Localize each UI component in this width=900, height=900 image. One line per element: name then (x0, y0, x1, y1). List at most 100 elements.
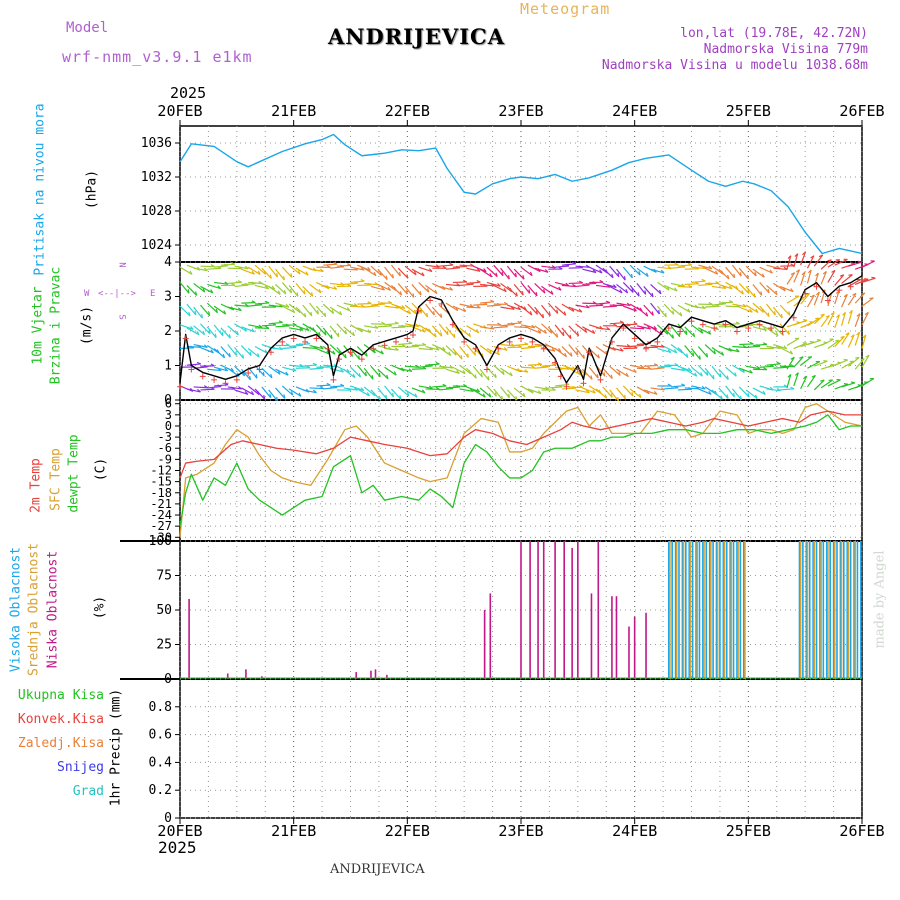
wind-vector (718, 387, 729, 399)
wind-vector (786, 272, 796, 285)
wind-vector-head (224, 367, 229, 372)
wind-vector (595, 388, 607, 399)
wind-vector (186, 327, 200, 336)
wind-vector-head (290, 288, 293, 294)
wind-vector (350, 305, 365, 308)
wind-vector (336, 304, 350, 312)
wind-vector-head (647, 366, 652, 370)
wind-vector (513, 387, 526, 398)
wind-vector (397, 386, 410, 397)
wind-vector (343, 282, 358, 286)
wind-vector-head (346, 368, 350, 373)
wind-vector (575, 389, 590, 394)
wind-vector-head (660, 387, 665, 391)
wind-vector-head (373, 349, 376, 354)
wind-vector (677, 347, 689, 358)
wind-vector-head (647, 325, 651, 330)
product-title: Meteogram (520, 0, 611, 18)
wind-vector (268, 285, 281, 295)
wind-vector (568, 344, 579, 356)
wind-vector (745, 365, 760, 370)
wind-vector (486, 366, 497, 379)
wind-vector-head (739, 272, 742, 277)
wind-vector (534, 386, 549, 390)
wind-vector-head (521, 291, 524, 296)
wind-vector (827, 379, 841, 387)
wind-vector (656, 305, 667, 318)
wind-vector-head (236, 331, 239, 336)
wind-vector (356, 346, 368, 357)
wind-vector (630, 364, 644, 369)
wind-vector (268, 265, 278, 278)
cloud-tick-label: 50 (156, 603, 172, 618)
wind-vector-head (502, 370, 505, 375)
wind-vector (186, 363, 201, 366)
wind-vector-head (462, 370, 466, 375)
wind-vector (854, 313, 861, 328)
wind-vector (479, 268, 493, 278)
wind-vector (500, 323, 515, 327)
wind-vector (602, 267, 614, 279)
wind-vector (800, 292, 811, 305)
wind-vector (677, 365, 692, 372)
wind-vector-head (592, 389, 596, 394)
wind-vector-head (733, 273, 736, 278)
wind-vector (561, 387, 576, 390)
wind-vector (343, 268, 358, 271)
wind-vector (602, 305, 617, 308)
wind-vector-head (544, 343, 549, 347)
wind-vector-head (244, 265, 249, 270)
wind-vector (241, 302, 256, 304)
wind-vector-head (631, 392, 634, 397)
wind-vector (370, 389, 381, 401)
wind-vector (200, 388, 215, 391)
wind-vector-head (378, 372, 381, 377)
wind-vector-head (306, 341, 311, 345)
wind-vector-head (469, 263, 474, 267)
wind-vector-head (317, 310, 319, 315)
wind-vector (507, 322, 522, 325)
wind-vector-head (283, 290, 287, 295)
wind-vector-head (393, 371, 397, 376)
wind-vector (309, 326, 321, 337)
wind-vector-head (318, 288, 322, 294)
date-label-top: 21FEB (271, 102, 316, 120)
wind-vector (411, 387, 426, 394)
wind-vector-head (490, 326, 495, 330)
wind-vector (609, 285, 623, 294)
wind-vector-head (811, 374, 816, 378)
wind-vector (704, 367, 715, 380)
wind-vector (234, 365, 246, 377)
wind-vector (745, 265, 757, 277)
wind-vector-head (522, 275, 525, 280)
wind-vector-head (788, 311, 791, 316)
wind-vector (841, 360, 855, 369)
wind-vector-head (515, 292, 518, 297)
wind-vector-head (264, 349, 268, 354)
wind-vector-head (203, 267, 208, 272)
wind-vector-head (626, 302, 631, 307)
wind-vector (275, 325, 290, 328)
wind-vector-head (810, 255, 815, 259)
date-label-bottom: 21FEB (271, 822, 316, 840)
wind-vector-head (462, 279, 468, 283)
wind-vector (384, 281, 397, 292)
wind-vector-head (299, 327, 304, 331)
wind-vector (186, 285, 198, 296)
wind-vector (663, 284, 678, 292)
wind-vector (650, 387, 665, 391)
wind-vector-head (508, 393, 510, 398)
wind-vector-head (510, 306, 515, 310)
wind-vector (820, 259, 832, 270)
wind-vector (514, 326, 529, 329)
wind-vector (254, 302, 270, 305)
wind-vector (248, 324, 263, 329)
wind-vector (820, 338, 834, 347)
wind-vector-head (453, 333, 456, 338)
wind-vector-head (337, 332, 340, 337)
wind-vector-head (701, 385, 706, 390)
date-label-top: 23FEB (498, 102, 543, 120)
wind-vector-head (773, 311, 776, 316)
wind-vector (234, 323, 247, 332)
